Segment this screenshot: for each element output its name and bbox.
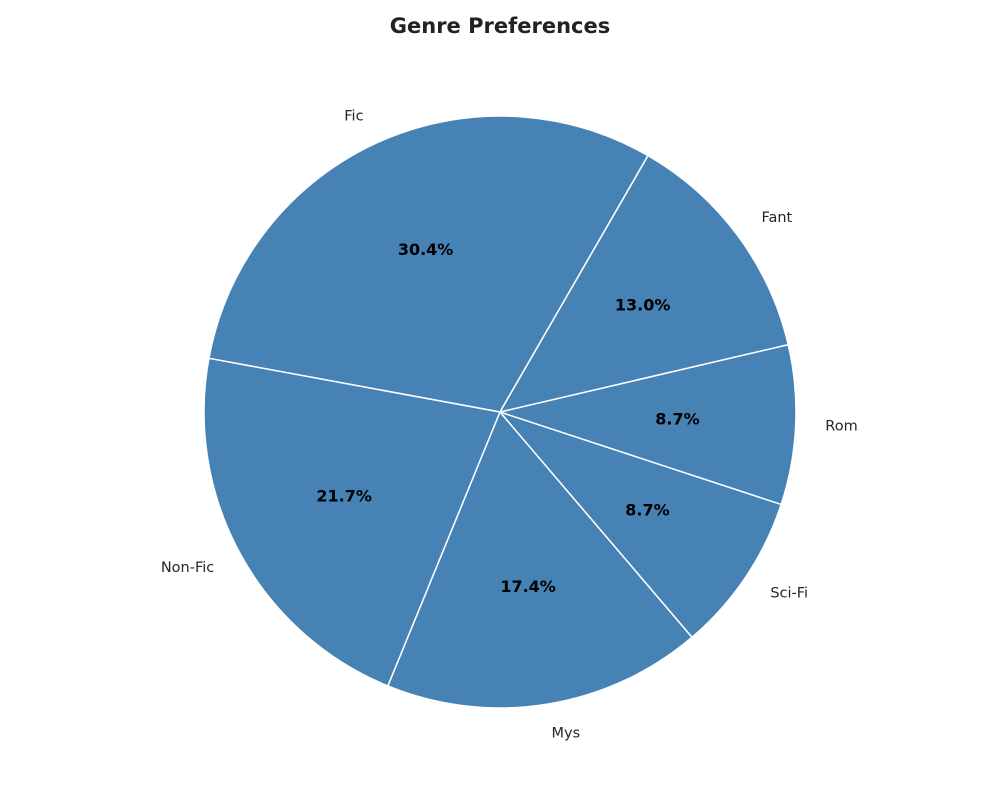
- category-label: Fant: [761, 210, 792, 226]
- pie-slice-mys: [387, 411, 693, 709]
- pie-slice-fic: [208, 115, 649, 413]
- pie-slices: [203, 115, 797, 709]
- pie-labels: Fic 30.4% Non-Fic 21.7% Mys 17.4% Sci-Fi 8.7% Ro…: [161, 108, 858, 741]
- category-label: Mys: [551, 726, 580, 742]
- pie-slice-sci-fi: [499, 411, 782, 638]
- percent-label: 8.7%: [655, 409, 699, 428]
- pie-slice-non-fic: [203, 357, 501, 687]
- percent-label: 17.4%: [500, 577, 556, 596]
- category-label: Fic: [344, 108, 363, 124]
- percent-label: 21.7%: [316, 487, 372, 506]
- percent-label: 13.0%: [615, 296, 671, 315]
- pie-slice-rom: [499, 343, 797, 506]
- chart-title: Genre Preferences: [389, 14, 611, 38]
- category-label: Non-Fic: [161, 560, 214, 576]
- percent-label: 8.7%: [625, 500, 669, 519]
- category-label: Sci-Fi: [770, 585, 808, 601]
- pie-slice-fant: [499, 154, 789, 413]
- percent-label: 30.4%: [398, 240, 454, 259]
- category-label: Rom: [825, 418, 857, 434]
